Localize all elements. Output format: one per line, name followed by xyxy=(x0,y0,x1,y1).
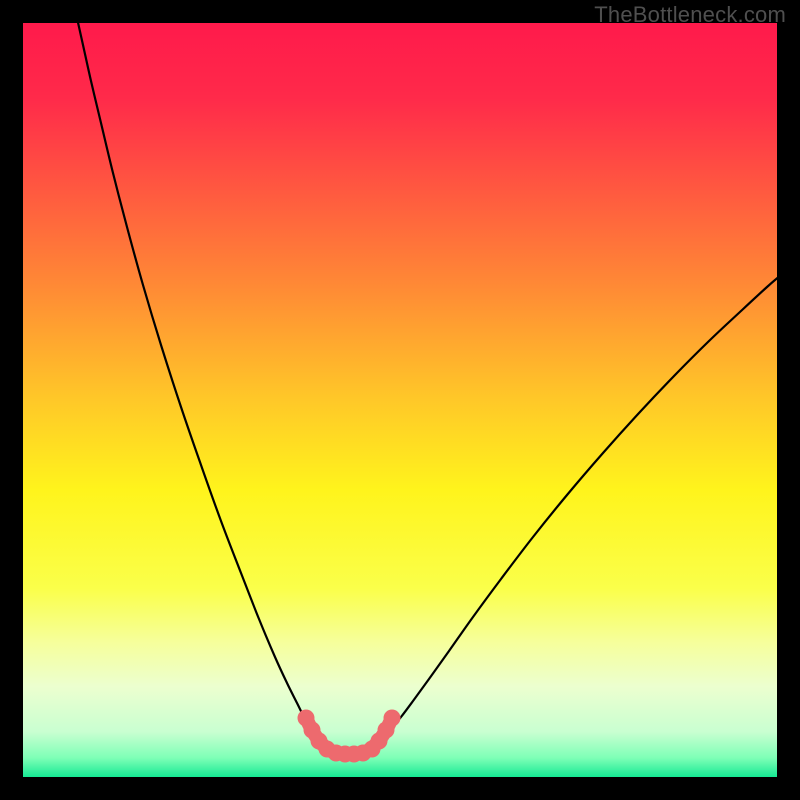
plot-area xyxy=(23,23,777,777)
valley-highlight xyxy=(306,718,392,754)
chart-svg xyxy=(23,23,777,777)
watermark-text: TheBottleneck.com xyxy=(594,2,786,28)
curve-right xyxy=(383,275,777,737)
curve-left xyxy=(77,23,317,737)
